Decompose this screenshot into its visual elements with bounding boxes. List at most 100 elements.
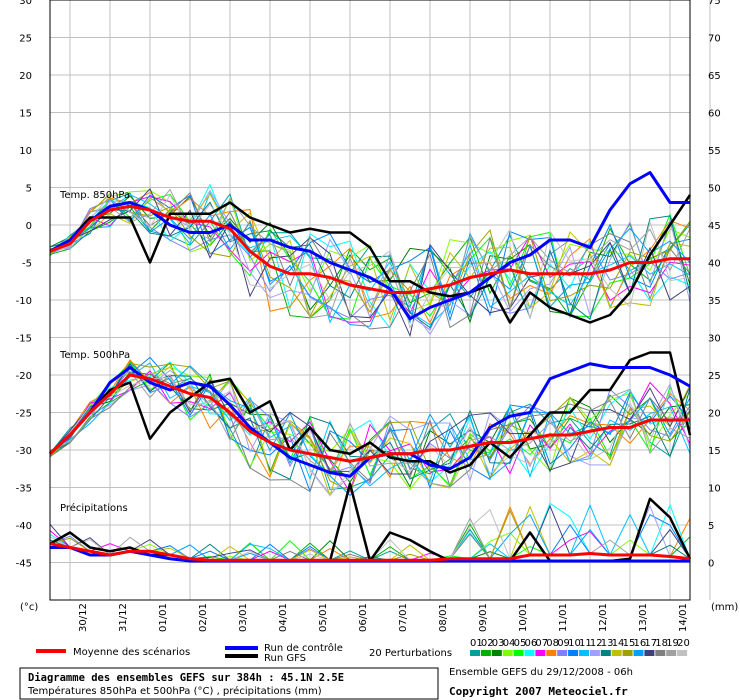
perturbation-line-10 bbox=[49, 356, 691, 493]
left-tick-label: 5 bbox=[26, 184, 32, 195]
right-tick-label: 20 bbox=[708, 409, 721, 420]
perturbation-line-04 bbox=[49, 190, 691, 313]
perturbation-swatch bbox=[491, 650, 502, 656]
plot-frame bbox=[49, 0, 691, 601]
left-tick-label: -25 bbox=[16, 409, 32, 420]
perturbation-id: 06 bbox=[525, 638, 538, 649]
x-tick-label: 10/01 bbox=[518, 603, 529, 632]
run-info: Ensemble GEFS du 29/12/2008 - 06h bbox=[449, 667, 633, 678]
x-tick-label: 08/01 bbox=[438, 603, 449, 632]
perturbation-id: 11 bbox=[579, 638, 592, 649]
perturbation-id: 03 bbox=[492, 638, 505, 649]
perturbation-line-14 bbox=[49, 366, 691, 497]
perturbation-swatch bbox=[666, 650, 677, 656]
right-tick-label: 65 bbox=[708, 71, 721, 82]
perturbation-line-20 bbox=[49, 376, 691, 497]
perturbation-line-19 bbox=[49, 188, 691, 321]
right-tick-label: 25 bbox=[708, 371, 721, 382]
legend: Moyenne des scénarios Run de contrôle Ru… bbox=[36, 638, 690, 664]
right-unit-label: (mm) bbox=[711, 602, 738, 613]
perturbation-line-16 bbox=[49, 201, 691, 327]
perturbation-id: 19 bbox=[666, 638, 679, 649]
x-tick-label: 12/01 bbox=[598, 603, 609, 632]
x-tick-label: 03/01 bbox=[238, 603, 249, 632]
left-tick-label: -45 bbox=[16, 559, 32, 570]
perturbation-id: 10 bbox=[568, 638, 581, 649]
chart-subtitle: Températures 850hPa et 500hPa (°C) , pré… bbox=[27, 685, 322, 697]
perturbation-id: 05 bbox=[514, 638, 527, 649]
title-box bbox=[19, 667, 439, 700]
x-axis-ticks: 30/12 31/12 01/01 02/01 03/01 04/01 05/01 06/01… bbox=[78, 603, 689, 632]
main-series-lines bbox=[48, 171, 692, 563]
mean-line-500hPa bbox=[48, 373, 690, 463]
left-axis-ticks: 30 25 20 15 10 5 0 -5 -10 -15 -20 -25 -30 -35 -40 -45 bbox=[16, 0, 32, 570]
perturbation-id: 12 bbox=[590, 638, 603, 649]
perturbation-swatch bbox=[600, 650, 611, 656]
perturbation-swatch bbox=[579, 650, 589, 656]
perturbation-id: 18 bbox=[655, 638, 668, 649]
panel-label-850: Temp. 850hPa bbox=[59, 190, 130, 201]
right-tick-label: 15 bbox=[708, 446, 721, 457]
left-tick-label: -30 bbox=[16, 446, 32, 457]
panel-label-precip: Précipitations bbox=[60, 502, 128, 514]
left-tick-label: -5 bbox=[22, 259, 32, 270]
right-tick-label: 10 bbox=[708, 484, 721, 495]
perturbation-line-18 bbox=[49, 373, 691, 493]
left-tick-label: -10 bbox=[16, 296, 32, 307]
x-tick-label: 01/01 bbox=[158, 603, 169, 632]
perturbation-id: 20 bbox=[677, 638, 690, 649]
x-tick-label: 06/01 bbox=[358, 603, 369, 632]
perturbation-id: 02 bbox=[481, 638, 494, 649]
left-tick-label: 25 bbox=[19, 34, 32, 45]
right-tick-label: 45 bbox=[708, 221, 721, 232]
x-tick-label: 11/01 bbox=[558, 603, 569, 632]
perturbation-line-11 bbox=[49, 191, 691, 326]
perturbation-swatch bbox=[611, 650, 622, 656]
gfs-line-500hPa bbox=[49, 351, 692, 474]
left-tick-label: -40 bbox=[16, 521, 32, 532]
gfs-line-850hPa bbox=[49, 194, 692, 324]
x-tick-label: 09/01 bbox=[478, 603, 489, 632]
perturbation-line-06 bbox=[49, 183, 691, 330]
copyright: Copyright 2007 Meteociel.fr bbox=[449, 685, 628, 698]
perturbation-id: 01 bbox=[470, 638, 483, 649]
left-tick-label: -35 bbox=[16, 484, 32, 495]
perturbation-id: 09 bbox=[557, 638, 570, 649]
legend-control-label: Run de contrôle bbox=[264, 642, 343, 654]
panel-label-500: Temp. 500hPa bbox=[59, 350, 130, 361]
right-tick-label: 0 bbox=[708, 559, 714, 570]
left-tick-label: 10 bbox=[19, 146, 32, 157]
perturbation-swatch bbox=[568, 650, 579, 656]
left-tick-label: 0 bbox=[26, 221, 32, 232]
perturbation-swatch bbox=[502, 650, 513, 656]
perturbation-line-17 bbox=[49, 187, 691, 338]
right-tick-label: 70 bbox=[708, 34, 721, 45]
perturbation-line-19 bbox=[49, 370, 691, 488]
perturbation-swatch bbox=[655, 650, 666, 656]
perturbation-swatch bbox=[546, 650, 557, 656]
right-tick-label: 50 bbox=[708, 184, 721, 195]
x-tick-label: 02/01 bbox=[198, 603, 209, 632]
x-tick-label: 05/01 bbox=[318, 603, 329, 632]
perturbation-line-09 bbox=[49, 367, 691, 485]
right-tick-label: 35 bbox=[708, 296, 721, 307]
perturbation-line-11 bbox=[49, 362, 691, 487]
legend-perturbations-label: 20 Perturbations bbox=[369, 648, 452, 659]
perturbation-id: 13 bbox=[601, 638, 614, 649]
perturbation-id: 14 bbox=[612, 638, 625, 649]
perturbation-swatch bbox=[622, 650, 633, 656]
left-unit-label: (°c) bbox=[20, 602, 38, 613]
right-tick-label: 30 bbox=[708, 334, 721, 345]
mean-line-850hPa bbox=[49, 204, 690, 294]
right-tick-label: 60 bbox=[708, 109, 721, 120]
left-tick-label: -15 bbox=[16, 334, 32, 345]
perturbation-swatch bbox=[644, 650, 655, 656]
perturbation-swatch bbox=[535, 650, 546, 656]
perturbation-swatch bbox=[677, 650, 688, 656]
perturbation-swatch bbox=[513, 650, 524, 656]
legend-mean-label: Moyenne des scénarios bbox=[73, 646, 190, 658]
